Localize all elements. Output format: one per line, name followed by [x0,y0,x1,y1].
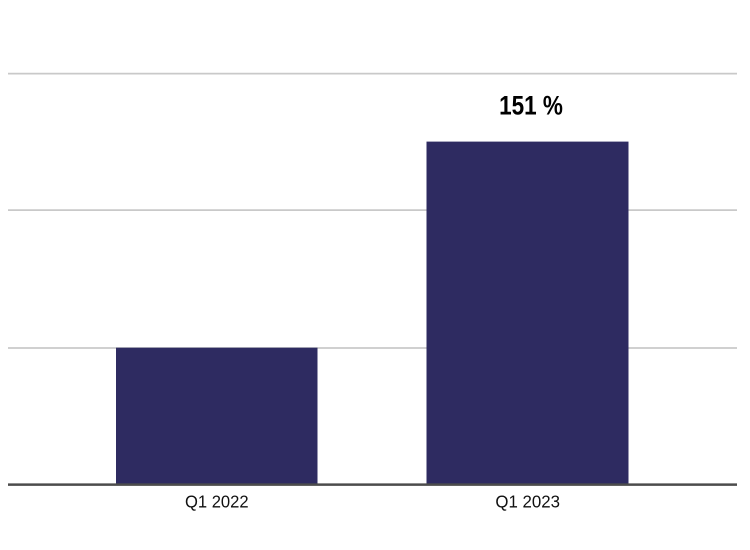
svg-text:151 %: 151 % [499,91,563,121]
svg-text:Q1 2022: Q1 2022 [185,491,249,511]
svg-text:Q1 2023: Q1 2023 [495,491,560,511]
